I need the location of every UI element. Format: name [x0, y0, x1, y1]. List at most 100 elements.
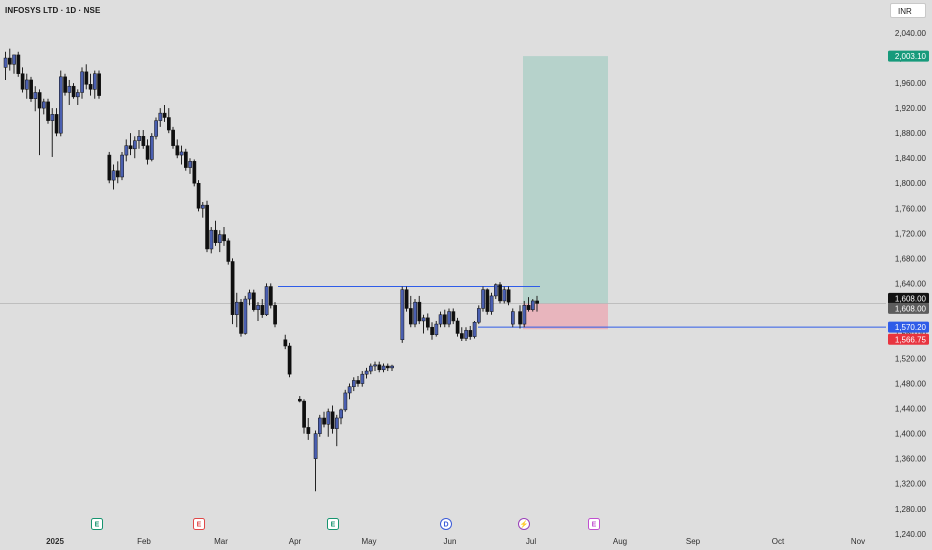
candle-body [71, 85, 76, 98]
candle [430, 322, 434, 340]
candle-body [260, 305, 265, 315]
candle [201, 202, 205, 218]
y-tick-label: 1,640.00 [895, 279, 927, 288]
candle [489, 292, 494, 315]
candle [339, 408, 343, 425]
candle-body [167, 117, 171, 131]
candle [468, 325, 473, 340]
y-tick-label: 1,480.00 [895, 380, 927, 389]
candle [93, 70, 97, 99]
candle [50, 108, 55, 157]
candle [196, 180, 201, 212]
candle [239, 299, 243, 337]
candle-body [97, 73, 101, 96]
candle [381, 363, 386, 373]
candle [526, 297, 531, 312]
candle-body [381, 365, 386, 371]
candle-body [213, 229, 218, 243]
event-icon [91, 518, 103, 530]
candle-body [175, 145, 180, 156]
candle-body [518, 311, 522, 325]
candle-body [464, 330, 468, 339]
y-tick-label: 1,840.00 [895, 154, 927, 163]
event-label: E [592, 522, 597, 529]
candle [502, 286, 507, 304]
event-icon [440, 518, 452, 530]
candle [443, 309, 447, 328]
candle-body [318, 417, 322, 434]
x-tick-label: Apr [289, 537, 302, 546]
y-tick-label: 1,360.00 [895, 455, 927, 464]
candle [306, 417, 311, 440]
y-tick-label: 1,800.00 [895, 179, 927, 188]
candle-body [468, 330, 473, 337]
candle [42, 98, 46, 115]
candle [518, 305, 522, 329]
candle [162, 104, 167, 122]
candle-body [256, 305, 260, 310]
candle [498, 282, 502, 304]
candle [8, 48, 12, 71]
price-tag-target: 2,003.10 [888, 50, 929, 62]
candle-body [477, 308, 481, 323]
candle-body [434, 323, 439, 335]
candle [464, 327, 468, 341]
candle [84, 64, 89, 90]
candle-body [335, 417, 339, 429]
candle [133, 136, 137, 159]
event-marker-earnings-miss[interactable]: E [193, 518, 205, 530]
x-tick-label: Jul [526, 537, 536, 546]
candle [226, 238, 231, 265]
candle-body [283, 339, 288, 347]
candle [235, 292, 239, 328]
candle [373, 361, 377, 372]
candle-body [29, 79, 33, 99]
candle [150, 133, 154, 162]
candle [287, 342, 292, 378]
candle-body [33, 92, 38, 99]
event-marker-split[interactable]: ⚡ [518, 518, 530, 530]
currency-button[interactable]: INR [890, 3, 926, 18]
candle-body [322, 417, 326, 425]
candle-body [522, 305, 527, 325]
candle-body [426, 317, 430, 328]
candle-body [269, 286, 273, 306]
candle-body [16, 54, 21, 74]
event-marker-earnings[interactable]: E [327, 518, 339, 530]
candle [322, 411, 326, 428]
y-tick-label: 1,960.00 [895, 79, 927, 88]
candle [154, 117, 158, 140]
candle-body [489, 295, 494, 312]
candle [273, 302, 277, 328]
candle-body [339, 409, 343, 419]
candle-body [3, 57, 8, 68]
target-zone[interactable] [523, 56, 608, 304]
candle [80, 67, 84, 99]
candle [120, 151, 124, 181]
y-tick-label: 1,880.00 [895, 129, 927, 138]
event-marker-earnings[interactable]: E [91, 518, 103, 530]
event-label: E [95, 522, 100, 529]
event-marker-earnings-upcoming[interactable]: E [588, 518, 600, 530]
candle-body [137, 136, 141, 141]
candle-body [76, 92, 80, 98]
candle-body [273, 305, 277, 325]
candle [175, 139, 180, 159]
candle [438, 311, 443, 328]
event-marker-dividend[interactable]: D [440, 518, 452, 530]
candle [481, 286, 485, 312]
candle-body [84, 71, 89, 85]
candle-body [230, 261, 235, 315]
candle [116, 161, 120, 184]
candle [386, 363, 390, 372]
candle-body [526, 305, 531, 310]
symbol-title[interactable]: INFOSYS LTD · 1D · NSE [5, 6, 101, 15]
candle [455, 317, 460, 337]
candle [506, 286, 511, 306]
stop-zone[interactable] [523, 303, 608, 330]
candle-body [451, 311, 456, 322]
candle-body [154, 120, 158, 137]
candle-body [124, 145, 129, 156]
candle-body [54, 114, 59, 134]
